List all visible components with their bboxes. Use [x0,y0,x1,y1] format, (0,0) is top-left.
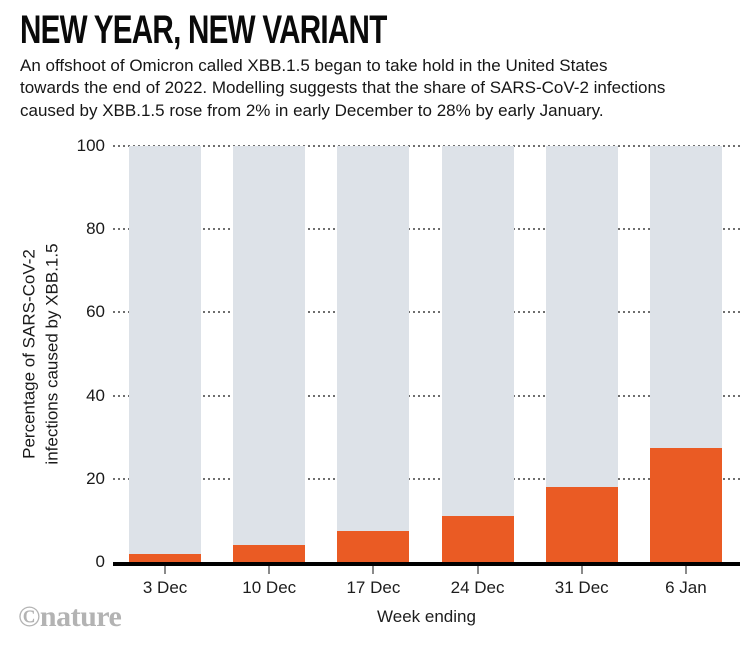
y-tick-label-100: 100 [76,136,105,155]
y-axis-title: Percentage of SARS-CoV-2 infections caus… [18,147,64,562]
value-bar [233,545,306,562]
x-tick-label-5: 31 Dec [554,578,609,597]
y-tick-label-80: 80 [86,219,105,239]
subtitle-line: caused by XBB.1.5 rose from 2% in early … [20,100,604,120]
bar-group-6-jan [634,146,738,562]
gridline-20 [113,477,740,480]
y-tick-label-40: 40 [86,385,105,405]
plot-area [113,145,740,562]
x-tick-5 [580,566,583,574]
value-bar [441,516,514,562]
x-axis-line [113,562,740,566]
chart-subtitle: An offshoot of Omicron called XBB.1.5 be… [20,55,665,122]
y-tick-label-0: 0 [95,552,105,571]
bar-group-10-dec [217,146,321,562]
x-tick-4 [476,566,479,574]
bar-group-24-dec [426,146,530,562]
background-bar [129,146,202,562]
bars-layer [113,146,738,562]
x-tick-label-4: 24 Dec [450,578,505,597]
bar-group-3-dec [113,146,217,562]
y-tick-label-60: 60 [86,302,105,322]
value-bar [649,447,722,562]
bar-group-31-dec [530,146,634,562]
background-bar [233,146,306,562]
background-bar [337,146,410,562]
gridline-60 [113,311,740,314]
value-bar [545,487,618,562]
nature-watermark: ©nature [18,600,122,633]
x-tick-label-6: 6 Jan [665,578,707,597]
x-tick-1 [164,566,167,574]
x-tick-2 [268,566,271,574]
bar-group-17-dec [321,146,425,562]
gridline-40 [113,394,740,397]
y-axis-title-line: infections caused by XBB.1.5 [42,243,62,465]
x-axis-title: Week ending [377,607,476,626]
x-tick-label-2: 10 Dec [242,578,297,597]
background-bar [441,146,514,562]
subtitle-line: An offshoot of Omicron called XBB.1.5 be… [20,56,608,75]
gridline-100 [113,145,740,147]
value-bar [129,553,202,562]
y-axis-title-line: Percentage of SARS-CoV-2 [19,249,39,459]
y-tick-label-20: 20 [86,468,105,488]
gridline-80 [113,228,740,231]
x-tick-3 [372,566,375,574]
x-tick-6 [684,566,687,574]
x-tick-label-1: 3 Dec [142,578,188,597]
chart-title: NEW YEAR, NEW VARIANT [20,8,387,52]
x-tick-label-3: 17 Dec [346,578,401,597]
subtitle-line: towards the end of 2022. Modelling sugge… [20,78,666,98]
value-bar [337,530,410,562]
